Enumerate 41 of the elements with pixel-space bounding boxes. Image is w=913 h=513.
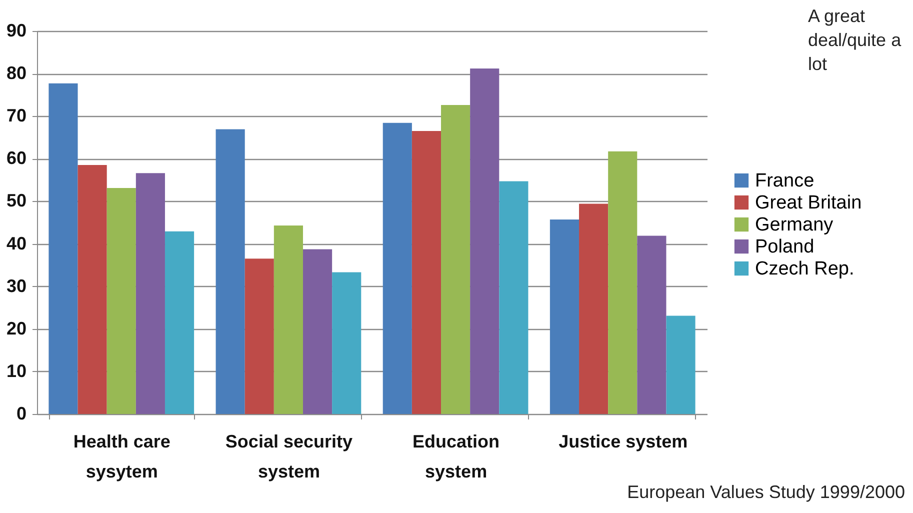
bar	[164, 231, 194, 414]
bar	[579, 204, 608, 414]
bar	[48, 83, 78, 414]
bar	[470, 68, 500, 414]
bar	[106, 188, 136, 414]
y-tick-label: 0	[16, 404, 26, 424]
y-tick-label: 80	[6, 63, 26, 84]
bar	[244, 258, 274, 414]
legend-label: Czech Rep.	[755, 258, 854, 280]
y-tick-label: 70	[6, 106, 26, 126]
bar	[666, 316, 696, 414]
text: European Values Study 1999/2000	[627, 482, 905, 503]
bar	[382, 122, 412, 414]
y-tick-label: 40	[6, 233, 26, 254]
bar	[274, 225, 303, 414]
y-tick-label: 10	[6, 360, 26, 381]
x-tick-label: Health care sysytem	[73, 432, 170, 482]
x-tick-label: Justice system	[558, 432, 688, 452]
legend-label: Poland	[755, 236, 814, 258]
bar	[136, 173, 165, 414]
x-tick-label: Education system	[412, 432, 500, 482]
bar	[499, 181, 528, 414]
y-tick-label: 30	[6, 276, 26, 296]
x-tick-label: Social security system	[225, 432, 352, 482]
y-tick-label: 90	[6, 20, 26, 40]
y-tick-label: 50	[6, 190, 26, 211]
bar	[441, 105, 470, 414]
bar	[550, 220, 580, 414]
legend-label: Great Britain	[755, 192, 862, 214]
text: A great deal/quite a lot	[808, 5, 902, 76]
bar	[332, 272, 362, 414]
y-tick-label: 20	[6, 318, 26, 338]
bar	[302, 249, 332, 414]
bar	[216, 129, 245, 414]
bar	[637, 236, 666, 414]
legend-label: Germany	[755, 214, 834, 236]
bar	[608, 151, 638, 414]
bar	[412, 131, 442, 414]
y-tick-label: 60	[6, 148, 26, 168]
bar	[78, 165, 107, 414]
legend-label: France	[755, 170, 814, 192]
